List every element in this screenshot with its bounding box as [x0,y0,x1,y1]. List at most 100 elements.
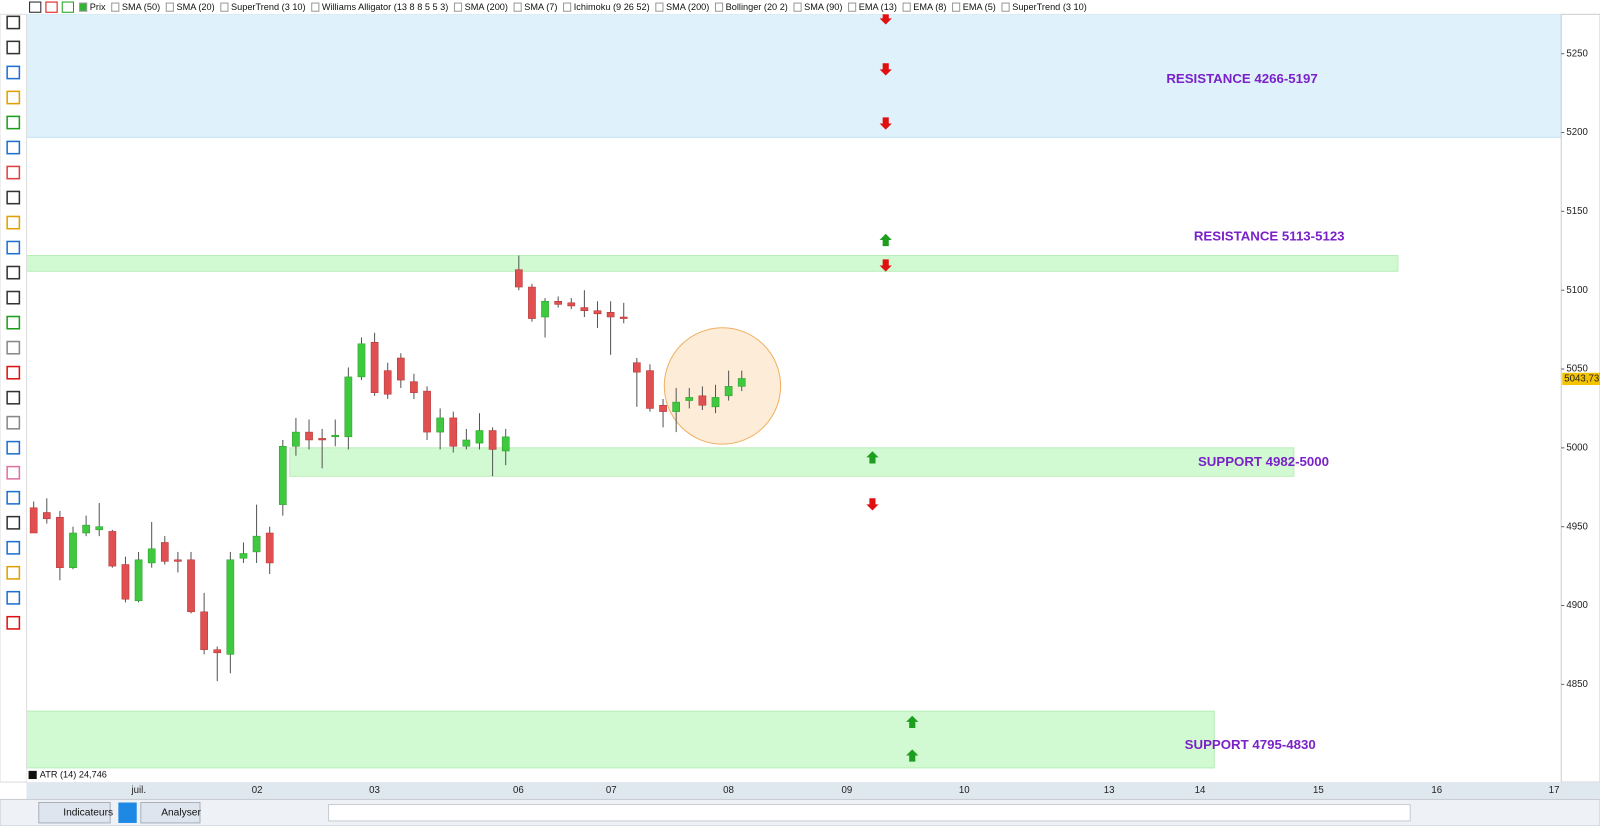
candle-body [252,535,261,553]
indicator-item[interactable]: Williams Alligator (13 8 8 5 5 3) [322,2,448,12]
checkbox[interactable] [311,2,320,12]
checkbox[interactable] [165,2,174,12]
indicator-item[interactable]: SMA (7) [524,2,557,12]
indicator-item[interactable]: Ichimoku (9 26 52) [574,2,650,12]
x-tick-label: 13 [1104,785,1115,796]
indicator-item[interactable]: SMA (200) [465,2,508,12]
tool-icon[interactable] [6,490,21,505]
x-tick-label: 08 [723,785,734,796]
tool-icon[interactable] [6,65,21,80]
zone [26,710,1215,769]
checkbox[interactable] [513,2,522,12]
tool-icon[interactable] [6,290,21,305]
toolbar-icon[interactable] [61,1,74,13]
indicator-item[interactable]: SuperTrend (3 10) [1012,2,1087,12]
tool-icon[interactable] [6,615,21,630]
candle-body [410,381,418,393]
indicator-item[interactable]: SMA (200) [666,2,709,12]
candle-body [160,542,169,562]
tool-icon[interactable] [6,165,21,180]
checkbox[interactable] [848,2,857,12]
candle-body [82,524,90,534]
checkbox[interactable] [1001,2,1010,12]
checkbox[interactable] [111,2,120,12]
tool-icon[interactable] [6,215,21,230]
x-tick-label: 09 [842,785,853,796]
y-tick-label: 5150 [1566,206,1588,217]
analyser-button[interactable] [140,802,201,824]
indicators-label[interactable]: Indicateurs [63,807,113,818]
checkbox[interactable] [563,2,572,12]
x-tick-label: 07 [606,785,617,796]
tool-icon[interactable] [6,340,21,355]
tool-icon[interactable] [6,365,21,380]
checkbox[interactable] [453,2,463,12]
tool-icon[interactable] [6,140,21,155]
indicator-item[interactable]: SMA (50) [122,2,160,12]
tool-icon[interactable] [6,440,21,455]
tool-icon[interactable] [6,515,21,530]
indicator-item[interactable]: Prix [90,2,106,12]
indicator-item[interactable]: SuperTrend (3 10) [231,2,306,12]
toolbar-icon[interactable] [29,1,42,13]
indicator-item[interactable]: SMA (90) [804,2,842,12]
tool-icon[interactable] [6,590,21,605]
candle-body [475,430,484,444]
tool-icon[interactable] [6,115,21,130]
tool-icon[interactable] [6,190,21,205]
x-tick-label: 02 [252,785,263,796]
candle-body [200,611,208,650]
indicator-item[interactable]: EMA (13) [859,2,897,12]
indicator-item[interactable]: EMA (8) [913,2,946,12]
candle-body [278,446,287,505]
checkbox[interactable] [79,2,88,12]
candle-body [580,307,589,311]
indicator-item[interactable]: SMA (20) [176,2,214,12]
tool-icon[interactable] [6,40,21,55]
checkbox[interactable] [714,2,724,12]
x-tick-label: 17 [1549,785,1560,796]
tool-icon[interactable] [6,565,21,580]
tool-icon[interactable] [6,390,21,405]
toolbar-icon[interactable] [45,1,58,13]
checkbox[interactable] [952,2,961,12]
indicator-item[interactable]: EMA (5) [963,2,996,12]
candle-body [305,431,313,441]
candle-body [567,302,576,307]
x-tick-label: 03 [369,785,380,796]
tool-icon[interactable] [6,90,21,105]
analyser-label[interactable]: Analyser [161,807,201,818]
tool-icon[interactable] [6,265,21,280]
indicators-button[interactable] [38,802,111,824]
tool-icon[interactable] [6,540,21,555]
scrollbar[interactable] [328,804,1411,822]
candle-body [174,559,182,562]
candle-body [541,300,549,318]
tool-icon[interactable] [6,240,21,255]
y-tick-label: 5100 [1566,285,1588,296]
down-arrow [879,259,892,272]
x-tick-label: 10 [959,785,970,796]
candle-body [711,397,720,408]
tool-icon[interactable] [6,415,21,430]
candle-body [69,532,77,568]
y-tick-label: 4900 [1566,600,1588,611]
tool-icon[interactable] [6,315,21,330]
share-button[interactable] [118,802,137,823]
x-tick-label: 16 [1431,785,1442,796]
tool-icon[interactable] [6,15,21,30]
checkbox[interactable] [655,2,664,12]
candle-body [370,341,379,393]
indicator-item[interactable]: Bollinger (20 2) [726,2,788,12]
atr-label: ATR (14) 24,746 [40,769,107,779]
y-tick-label: 5200 [1566,127,1588,138]
checkbox[interactable] [793,2,802,12]
checkbox[interactable] [902,2,911,12]
checkbox[interactable] [220,2,229,12]
candle-body [396,357,405,381]
x-tick-label: juil. [131,785,147,796]
candle-body [42,512,51,520]
candle-body [29,507,38,534]
tool-icon[interactable] [6,465,21,480]
